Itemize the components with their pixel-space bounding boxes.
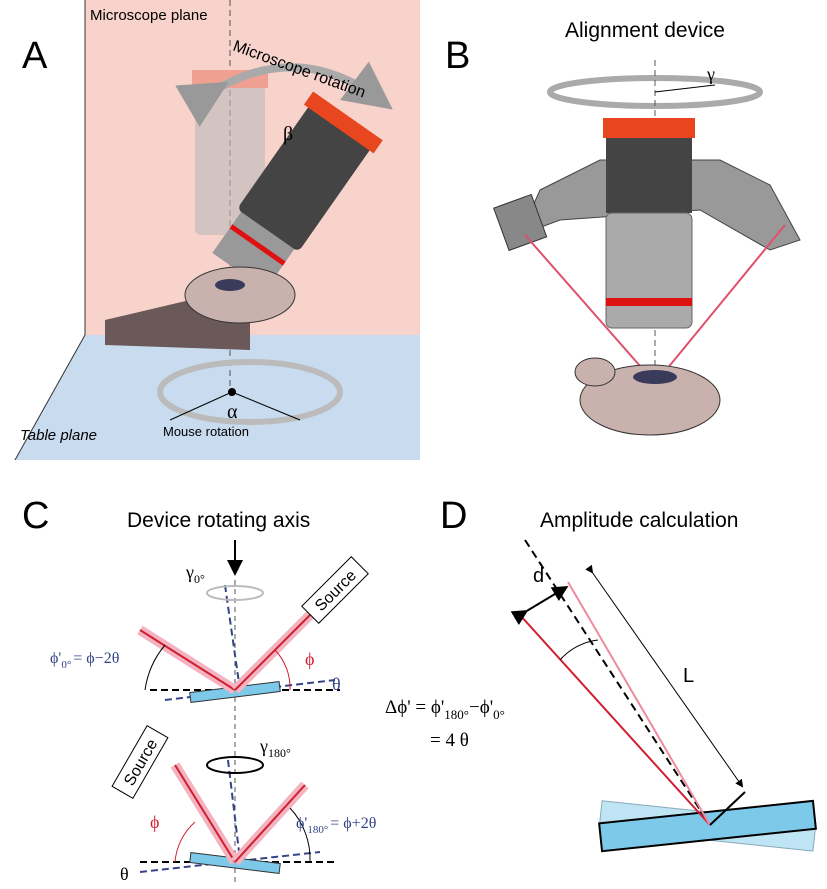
beam <box>175 765 235 862</box>
panel-letter: C <box>22 495 49 537</box>
panel-letter: A <box>22 35 48 77</box>
panel-d: D Amplitude calculation d L Δϕ' = ϕ'180°… <box>385 495 816 851</box>
delta-equation: Δϕ' = ϕ'180°−ϕ'0° <box>385 697 505 722</box>
panel-c: C Device rotating axis Source γ0° ϕ'0°= … <box>22 495 376 885</box>
delta-lhs: Δϕ' = ϕ' <box>385 697 444 718</box>
phi-prime-value: = ϕ+2θ <box>330 815 376 832</box>
panel-a: A Microscope plane Microscope rotation β… <box>15 0 420 460</box>
d-label: d <box>533 565 544 587</box>
objective-body <box>606 213 692 328</box>
phi-prime-eq: ϕ'180°= ϕ+2θ <box>296 815 376 836</box>
phi-label: ϕ <box>305 649 314 669</box>
d-arrow <box>525 588 565 612</box>
beam <box>520 615 710 825</box>
theta-label: θ <box>332 674 341 694</box>
l-arrow <box>592 572 742 786</box>
phi-prime-eq: ϕ'0°= ϕ−2θ <box>50 650 119 671</box>
phi-prime: ϕ' <box>296 815 307 832</box>
mouse-rotation-label: Mouse rotation <box>163 424 249 439</box>
figure: A Microscope plane Microscope rotation β… <box>0 0 827 889</box>
gamma: γ <box>259 736 268 756</box>
objective-ring <box>603 118 695 138</box>
mouse-ear <box>575 358 615 386</box>
phi-label: ϕ <box>150 812 159 832</box>
plane-label: Microscope plane <box>90 7 208 24</box>
panel-letter: D <box>440 495 467 537</box>
page: A Microscope plane Microscope rotation β… <box>0 0 827 889</box>
gamma: γ <box>185 562 194 582</box>
table-label: Table plane <box>20 427 97 444</box>
panel-b: B Alignment device γ <box>445 19 800 435</box>
panel-title: Device rotating axis <box>127 509 310 532</box>
headplate <box>633 370 677 384</box>
phi-prime: ϕ' <box>50 650 61 667</box>
beta-label: β <box>283 123 293 145</box>
theta-label: θ <box>120 864 129 884</box>
alpha-label: α <box>227 401 238 423</box>
phi-prime-sub: 0° <box>61 659 71 671</box>
delta-result: = 4 θ <box>430 730 469 751</box>
phi-prime-sub: 180° <box>307 824 328 836</box>
panel-letter: B <box>445 35 470 77</box>
angle-arc <box>145 645 165 690</box>
gamma-sub: 180° <box>268 746 291 760</box>
panel-title: Amplitude calculation <box>540 509 738 532</box>
gamma-label: γ180° <box>259 736 291 760</box>
panel-title: Alignment device <box>565 19 725 42</box>
angle-line <box>655 85 715 92</box>
beam-faded <box>568 582 710 825</box>
delta-sub: 0° <box>493 707 505 722</box>
objective-top <box>606 138 692 213</box>
objective-band <box>606 298 692 306</box>
mouse <box>185 267 295 323</box>
delta-sub: 180° <box>444 707 469 722</box>
l-label: L <box>683 665 694 687</box>
gamma-sub: 0° <box>194 572 205 586</box>
gamma-label: γ <box>706 64 715 84</box>
headplate <box>215 279 245 291</box>
beam <box>235 785 305 862</box>
gamma-label: γ0° <box>185 562 205 586</box>
phi-prime-value: = ϕ−2θ <box>73 650 119 667</box>
delta-mid: −ϕ' <box>469 697 493 718</box>
